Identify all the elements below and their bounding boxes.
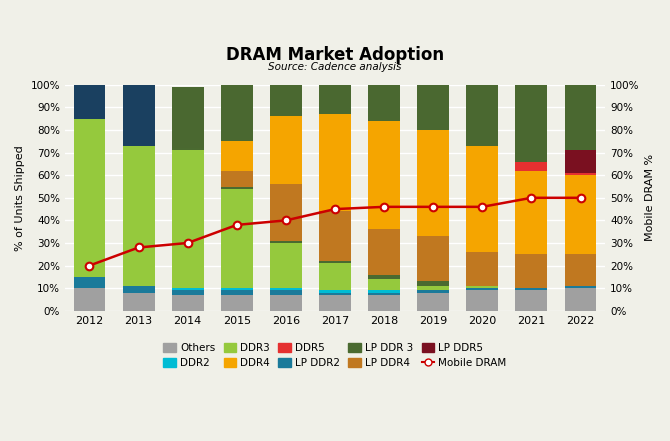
Bar <box>565 175 596 254</box>
Bar <box>221 85 253 141</box>
Bar <box>221 288 253 291</box>
Bar <box>515 254 547 288</box>
Bar <box>417 291 449 293</box>
Bar <box>466 85 498 146</box>
Legend: Others, DDR2, DDR3, DDR4, DDR5, LP DDR2, LP DDR 3, LP DDR4, LP DDR5, Mobile DRAM: Others, DDR2, DDR3, DDR4, DDR5, LP DDR2,… <box>163 343 507 368</box>
Bar <box>515 291 547 311</box>
Bar <box>565 288 596 311</box>
Bar <box>417 85 449 130</box>
Bar <box>368 279 400 291</box>
Bar <box>466 252 498 286</box>
Bar <box>123 146 155 286</box>
Bar <box>270 85 302 116</box>
Bar <box>319 211 351 261</box>
Bar <box>368 275 400 279</box>
Bar <box>270 241 302 243</box>
Bar <box>515 85 547 162</box>
Bar <box>123 286 155 293</box>
Bar <box>221 295 253 311</box>
Bar <box>270 243 302 288</box>
Bar <box>172 291 204 295</box>
Bar <box>270 116 302 184</box>
Bar <box>319 114 351 211</box>
Y-axis label: % of Units Shipped: % of Units Shipped <box>15 145 25 250</box>
Y-axis label: Mobile DRAM %: Mobile DRAM % <box>645 154 655 241</box>
Bar <box>270 295 302 311</box>
Bar <box>417 281 449 286</box>
Bar <box>221 291 253 295</box>
Bar <box>466 146 498 252</box>
Bar <box>221 189 253 288</box>
Bar <box>172 288 204 291</box>
Bar <box>515 162 547 171</box>
Bar <box>417 293 449 311</box>
Bar <box>565 173 596 175</box>
Bar <box>221 187 253 189</box>
Bar <box>270 288 302 291</box>
Bar <box>74 277 105 288</box>
Bar <box>466 286 498 288</box>
Bar <box>565 254 596 286</box>
Bar <box>319 261 351 263</box>
Bar <box>221 141 253 171</box>
Bar <box>319 293 351 295</box>
Bar <box>270 184 302 241</box>
Bar <box>417 236 449 281</box>
Bar <box>417 286 449 291</box>
Bar <box>515 171 547 254</box>
Bar <box>123 85 155 146</box>
Bar <box>319 291 351 293</box>
Bar <box>368 121 400 229</box>
Bar <box>172 150 204 288</box>
Bar <box>368 85 400 121</box>
Bar <box>172 295 204 311</box>
Bar <box>270 291 302 295</box>
Bar <box>319 295 351 311</box>
Title: DRAM Market Adoption: DRAM Market Adoption <box>226 46 444 64</box>
Bar <box>417 130 449 236</box>
Bar <box>565 286 596 288</box>
Bar <box>319 85 351 114</box>
Bar <box>74 288 105 311</box>
Bar <box>368 291 400 293</box>
Text: Source: Cadence analysis: Source: Cadence analysis <box>268 63 402 72</box>
Bar <box>172 148 204 150</box>
Bar <box>319 263 351 291</box>
Bar <box>74 119 105 277</box>
Bar <box>368 229 400 275</box>
Bar <box>368 293 400 295</box>
Bar <box>466 291 498 311</box>
Bar <box>221 171 253 187</box>
Bar <box>123 293 155 311</box>
Bar <box>74 85 105 119</box>
Bar <box>172 87 204 148</box>
Bar <box>565 150 596 173</box>
Bar <box>466 288 498 291</box>
Bar <box>565 85 596 150</box>
Bar <box>515 288 547 291</box>
Bar <box>368 295 400 311</box>
